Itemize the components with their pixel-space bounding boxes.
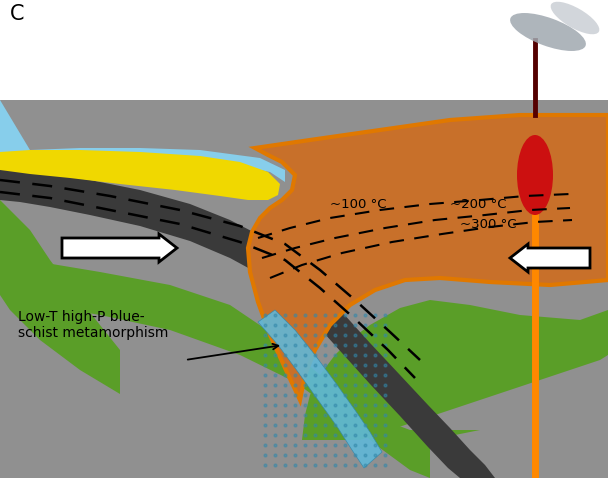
Text: ~300 °C: ~300 °C [460,218,517,231]
Ellipse shape [551,2,599,34]
Polygon shape [430,310,608,478]
Polygon shape [258,310,382,468]
FancyArrow shape [510,244,590,272]
Polygon shape [0,100,285,182]
Polygon shape [0,168,120,478]
Text: C: C [10,4,24,24]
Polygon shape [248,115,608,400]
Polygon shape [0,168,495,478]
Ellipse shape [510,13,586,51]
Ellipse shape [517,135,553,215]
Polygon shape [0,150,280,200]
Text: ~200 °C: ~200 °C [450,198,506,211]
Polygon shape [0,220,608,478]
FancyArrow shape [62,234,177,262]
Polygon shape [0,100,608,478]
Polygon shape [0,295,180,478]
Text: ~100 °C: ~100 °C [330,198,387,211]
Polygon shape [302,160,608,440]
Text: Low-T high-P blue-
schist metamorphism: Low-T high-P blue- schist metamorphism [18,310,168,340]
